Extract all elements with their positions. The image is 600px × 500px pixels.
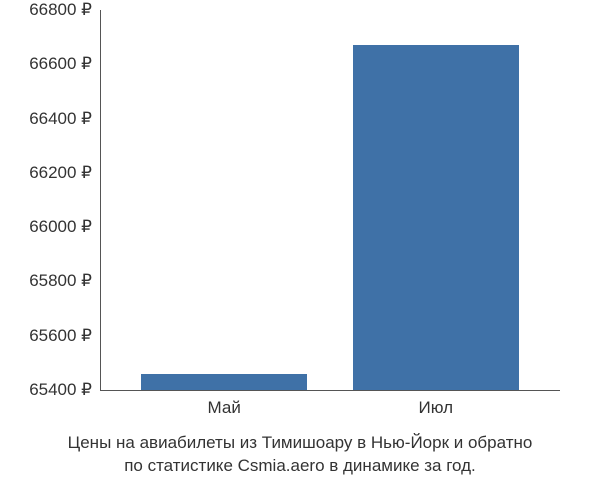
x-axis-line <box>100 390 560 391</box>
bar <box>141 374 307 390</box>
y-tick-label: 66600 ₽ <box>29 54 92 74</box>
y-tick-label: 66800 ₽ <box>29 0 92 20</box>
price-chart: 65400 ₽ 65600 ₽ 65800 ₽ 66000 ₽ 66200 ₽ 66400… <box>0 0 600 500</box>
bar <box>353 45 519 390</box>
y-tick-label: 65400 ₽ <box>29 380 92 400</box>
caption-line-2: по статистике Csmia.aero в динамике за г… <box>0 455 600 478</box>
y-tick-label: 65800 ₽ <box>29 271 92 291</box>
y-tick-label: 66200 ₽ <box>29 163 92 183</box>
caption-line-1: Цены на авиабилеты из Тимишоару в Нью-Йо… <box>0 432 600 455</box>
x-tick-label: Июл <box>419 398 454 418</box>
x-tick-label: Май <box>208 398 241 418</box>
plot-area <box>100 10 560 390</box>
y-tick-label: 66000 ₽ <box>29 217 92 237</box>
x-axis-labels: Май Июл <box>100 398 560 423</box>
y-tick-label: 66400 ₽ <box>29 109 92 129</box>
chart-caption: Цены на авиабилеты из Тимишоару в Нью-Йо… <box>0 432 600 478</box>
y-axis: 65400 ₽65600 ₽65800 ₽66000 ₽66200 ₽66400… <box>0 0 100 390</box>
y-tick-label: 65600 ₽ <box>29 326 92 346</box>
